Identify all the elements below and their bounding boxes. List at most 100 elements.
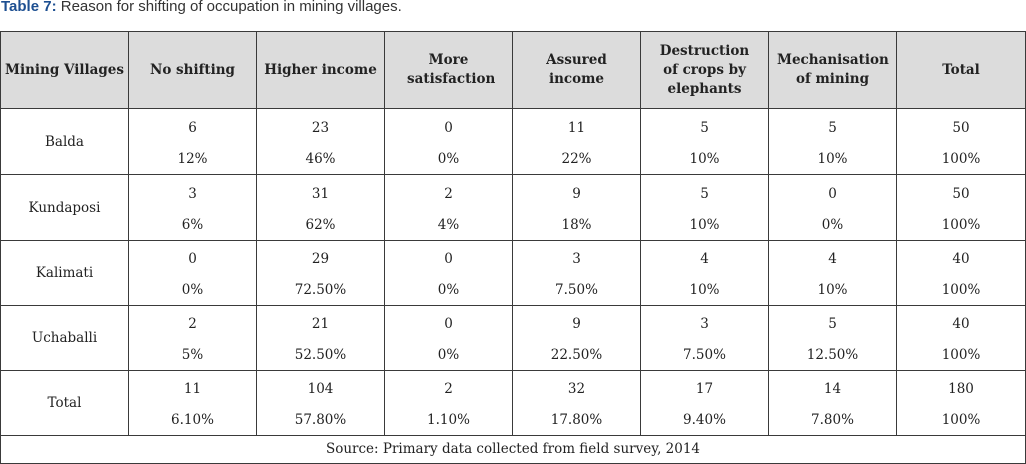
data-cell: 0 0% (128, 240, 257, 306)
percent-value: 0% (437, 282, 460, 298)
count-value: 50 (952, 119, 970, 136)
data-cell: 5 12.50% (768, 305, 897, 371)
data-cell: 50 100% (896, 174, 1026, 241)
data-cell: 9 22.50% (512, 305, 641, 371)
data-cell: 6 12% (128, 108, 257, 175)
percent-value: 46% (305, 150, 336, 167)
percent-value: 5% (181, 347, 204, 363)
percent-value: 10% (689, 216, 720, 233)
percent-value: 9.40% (683, 412, 726, 428)
data-cell: 31 62% (256, 174, 385, 241)
count-value: 40 (952, 251, 970, 267)
percent-value: 0% (437, 347, 460, 363)
percent-value: 100% (941, 282, 981, 298)
percent-value: 7.50% (555, 282, 598, 298)
percent-value: 10% (817, 282, 848, 298)
percent-value: 0% (181, 282, 204, 298)
count-value: 2 (188, 316, 197, 332)
count-value: 14 (823, 381, 842, 397)
source-note: Source: Primary data collected from fiel… (0, 435, 1026, 464)
table-row: Balda 6 12% 23 46% 0 0% 11 22% 5 10% 5 10% 50 1… (0, 108, 1026, 175)
data-cell: 11 6.10% (128, 370, 257, 436)
data-cell: 21 52.50% (256, 305, 385, 371)
data-cell: 17 9.40% (640, 370, 769, 436)
count-value: 40 (952, 316, 970, 332)
count-value: 5 (700, 185, 709, 202)
header-more-satisfaction: More satisfaction (384, 31, 513, 109)
count-value: 50 (952, 185, 970, 202)
count-value: 29 (311, 251, 330, 267)
count-value: 0 (188, 251, 197, 267)
percent-value: 17.80% (550, 412, 603, 428)
percent-value: 0% (821, 216, 844, 233)
data-cell: 4 10% (768, 240, 897, 306)
header-destruction-of-crops: Destruction of crops by elephants (640, 31, 769, 109)
village-cell: Uchaballi (0, 305, 129, 371)
data-cell: 23 46% (256, 108, 385, 175)
count-value: 17 (695, 381, 714, 397)
data-cell: 180 100% (896, 370, 1026, 436)
percent-value: 100% (941, 216, 981, 233)
data-cell: 0 0% (384, 305, 513, 371)
count-value: 9 (572, 316, 581, 332)
percent-value: 7.50% (683, 347, 726, 363)
percent-value: 6.10% (171, 412, 214, 428)
table-caption-label: Table 7: (1, 0, 57, 15)
village-cell: Kalimati (0, 240, 129, 306)
data-cell: 14 7.80% (768, 370, 897, 436)
percent-value: 10% (689, 282, 720, 298)
percent-value: 62% (305, 216, 336, 233)
data-cell: 50 100% (896, 108, 1026, 175)
data-cell: 5 10% (768, 108, 897, 175)
data-cell: 0 0% (768, 174, 897, 241)
data-cell: 0 0% (384, 108, 513, 175)
data-cell: 2 4% (384, 174, 513, 241)
total-label-cell: Total (0, 370, 129, 436)
data-cell: 3 7.50% (640, 305, 769, 371)
header-assured-income: Assured income (512, 31, 641, 109)
data-cell: 2 5% (128, 305, 257, 371)
data-cell: 11 22% (512, 108, 641, 175)
count-value: 32 (567, 381, 586, 397)
data-cell: 40 100% (896, 240, 1026, 306)
table-caption: Table 7: Reason for shifting of occupati… (1, 0, 402, 18)
count-value: 3 (188, 185, 197, 202)
count-value: 104 (307, 381, 334, 397)
header-no-shifting: No shifting (128, 31, 257, 109)
count-value: 3 (572, 251, 581, 267)
header-total: Total (896, 31, 1026, 109)
village-cell: Balda (0, 108, 129, 175)
data-cell: 4 10% (640, 240, 769, 306)
count-value: 0 (444, 251, 453, 267)
count-value: 4 (700, 251, 709, 267)
count-value: 5 (828, 316, 837, 332)
data-cell: 2 1.10% (384, 370, 513, 436)
percent-value: 10% (689, 150, 720, 167)
count-value: 23 (311, 119, 330, 136)
count-value: 0 (444, 316, 453, 332)
count-value: 4 (828, 251, 837, 267)
percent-value: 12% (177, 150, 208, 167)
data-cell: 5 10% (640, 108, 769, 175)
header-higher-income: Higher income (256, 31, 385, 109)
percent-value: 22.50% (550, 347, 603, 363)
percent-value: 52.50% (294, 347, 347, 363)
total-row: Total 11 6.10% 104 57.80% 2 1.10% 32 17.80% … (0, 370, 1026, 436)
percent-value: 72.50% (294, 282, 347, 298)
header-mechanisation-of-mining: Mechanisation of mining (768, 31, 897, 109)
count-value: 9 (572, 185, 581, 202)
village-cell: Kundaposi (0, 174, 129, 241)
data-cell: 3 7.50% (512, 240, 641, 306)
count-value: 0 (444, 119, 453, 136)
percent-value: 4% (437, 216, 460, 233)
data-cell: 5 10% (640, 174, 769, 241)
count-value: 2 (444, 381, 453, 397)
data-cell: 32 17.80% (512, 370, 641, 436)
count-value: 2 (444, 185, 453, 202)
percent-value: 57.80% (294, 412, 347, 428)
percent-value: 100% (941, 412, 981, 428)
percent-value: 7.80% (811, 412, 854, 428)
data-cell: 29 72.50% (256, 240, 385, 306)
data-cell: 0 0% (384, 240, 513, 306)
count-value: 5 (828, 119, 837, 136)
